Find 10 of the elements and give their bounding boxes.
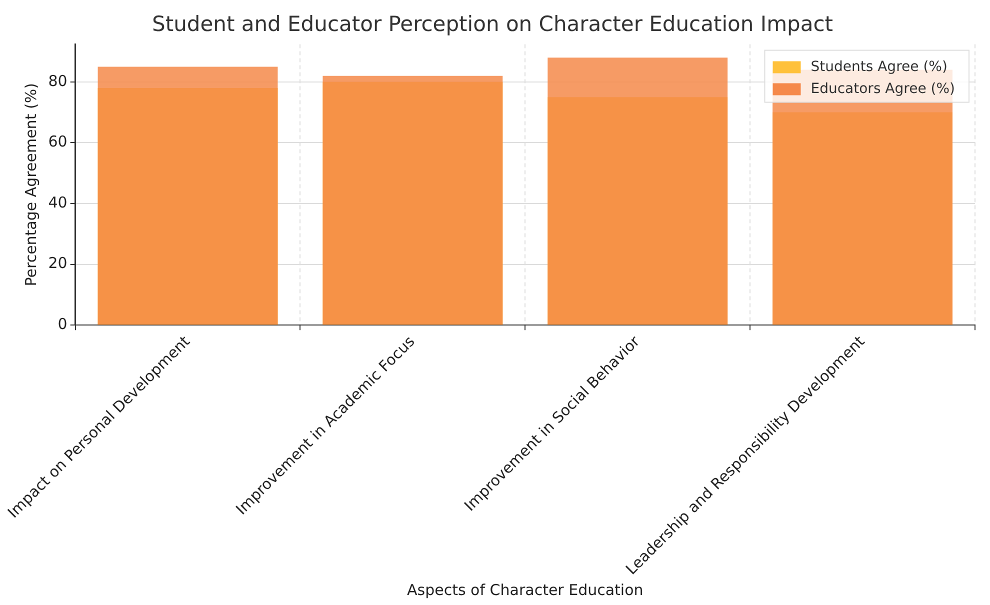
legend-label: Educators Agree (%)	[810, 80, 956, 97]
y-tick-label: 60	[48, 132, 68, 151]
y-tick-label: 20	[48, 254, 68, 272]
x-axis-title: Aspects of Character Education	[407, 580, 644, 599]
y-tick-label: 80	[48, 72, 68, 90]
chart-title: Student and Educator Perception on Character Education Impact	[152, 12, 833, 36]
y-tick-label: 0	[58, 315, 68, 334]
y-tick-label: 40	[48, 193, 68, 212]
y-axis-title: Percentage Agreement (%)	[22, 83, 40, 286]
legend-label: Students Agree (%)	[810, 58, 948, 75]
